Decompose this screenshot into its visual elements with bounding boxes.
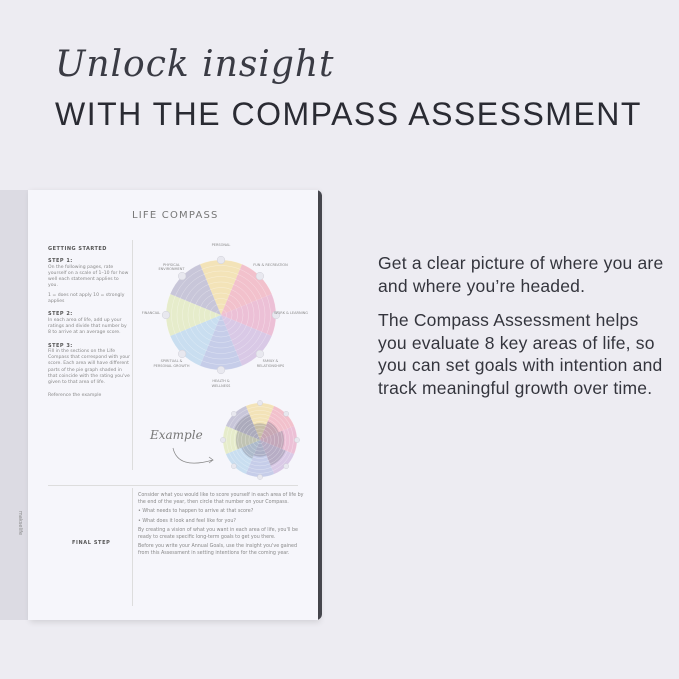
getting-started: GETTING STARTED: [48, 246, 107, 252]
script-title: Unlock insight: [55, 44, 335, 85]
compass-marker: [271, 310, 281, 320]
bullet-1: • What needs to happen to arrive at that…: [138, 509, 254, 514]
scale-text: 1 = does not apply 10 = strongly applies: [48, 292, 125, 305]
reference-text: Reference the example: [48, 392, 102, 398]
step3-title: STEP 3:: [48, 342, 73, 349]
compass-marker: [294, 437, 300, 443]
ring: [241, 421, 279, 459]
ring: [237, 417, 283, 463]
description-p2: The Compass Assessment helps you evaluat…: [378, 310, 663, 398]
ring: [244, 424, 275, 455]
compass-marker: [283, 410, 290, 417]
compass-marker: [161, 310, 171, 320]
example-pie: [220, 400, 300, 480]
compass-marker: [230, 410, 237, 417]
life-compass-pie: [161, 255, 281, 375]
bullet-2: • What does it look and feel like for yo…: [138, 518, 236, 524]
compass-marker: [216, 365, 226, 375]
ring: [198, 292, 244, 338]
ring: [209, 303, 233, 327]
example-label: Example: [150, 428, 203, 442]
spine-text: makselife: [17, 510, 24, 536]
compass-marker: [220, 437, 226, 443]
page-title: LIFE COMPASS: [132, 210, 219, 221]
final-step-title: FINAL STEP: [72, 540, 111, 546]
ring: [248, 428, 272, 452]
shaded-slice-4: [253, 440, 267, 457]
description-p1: Get a clear picture of where you are and…: [378, 253, 664, 296]
compass-marker: [255, 272, 264, 281]
compass-marker: [283, 463, 290, 470]
compass-marker: [216, 255, 226, 265]
area-label: PHYSICAL ENVIRONMENT: [158, 262, 185, 272]
ring: [187, 281, 255, 349]
area-label: WORK & LEARNING: [274, 311, 308, 315]
compass-marker: [178, 272, 187, 281]
area-label: PERSONAL: [211, 243, 231, 247]
ring: [215, 309, 227, 321]
area-label: HEALTH & WELLNESS: [211, 379, 231, 388]
left-page: makselife: [0, 190, 30, 620]
ring: [256, 436, 264, 444]
instructions: GETTING STARTED STEP 1: On the following…: [48, 240, 130, 399]
compass-charts: [161, 255, 300, 480]
divider: [48, 485, 298, 486]
compass-marker: [178, 349, 187, 358]
compass-marker: [257, 474, 263, 480]
shaded-slice-1: [260, 421, 279, 440]
area-label: FUN & RECREATION: [253, 262, 288, 267]
final-p3: Before you write your Annual Goals, use …: [138, 544, 298, 556]
area-label: FAMILY & RELATIONSHIPS: [256, 359, 285, 368]
divider: [132, 240, 133, 470]
ring: [230, 410, 290, 470]
final-step-text: Consider what you would like to score yo…: [138, 493, 306, 560]
step1-text: On the following pages, rate yourself on…: [48, 264, 129, 289]
arrow-icon: [172, 447, 214, 464]
compass-marker: [257, 400, 263, 406]
compass-marker: [255, 349, 264, 358]
shaded-slice-5: [241, 440, 260, 459]
ring: [182, 276, 260, 354]
divider: [132, 488, 133, 606]
ring: [171, 265, 271, 365]
ring: [252, 432, 268, 448]
ring: [176, 270, 266, 360]
ring: [233, 413, 287, 467]
area-label: SPIRITUAL & PERSONAL GROWTH: [153, 359, 190, 368]
final-p1: Consider what you would like to score yo…: [138, 493, 304, 505]
headline: WITH THE COMPASS ASSESSMENT: [55, 96, 642, 132]
notebook-page: LIFE COMPASS GETTING STARTED STEP 1: On …: [28, 190, 318, 620]
step1-title: STEP 1:: [48, 258, 73, 265]
step2-text: In each area of life, add up your rating…: [48, 317, 127, 336]
shaded-slice-0: [253, 423, 267, 440]
step2-title: STEP 2:: [48, 311, 73, 318]
shaded-slice-7: [234, 414, 260, 440]
compass-marker: [230, 463, 237, 470]
step3-text: Fill in the sections on the Life Compass…: [48, 348, 130, 386]
ring: [226, 406, 294, 474]
shaded-slice-3: [260, 440, 286, 466]
ring: [204, 298, 238, 332]
description: Get a clear picture of where you are and…: [378, 252, 668, 411]
area-label: FINANCIAL: [141, 311, 161, 315]
final-p2: By creating a vision of what you want in…: [138, 528, 298, 540]
ring: [193, 287, 249, 343]
